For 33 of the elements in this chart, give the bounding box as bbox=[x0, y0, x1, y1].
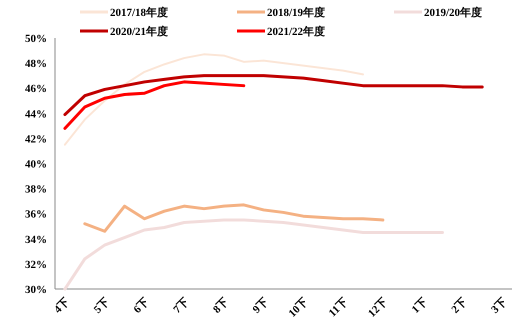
y-tick-label: 38% bbox=[25, 184, 47, 196]
legend-label: 2020/21年度 bbox=[110, 25, 168, 38]
x-tick-label: 6下 bbox=[131, 296, 152, 316]
legend-label: 2021/22年度 bbox=[267, 25, 326, 38]
x-tick-label: 5下 bbox=[92, 296, 112, 316]
y-tick-label: 40% bbox=[25, 158, 47, 170]
y-tick-label: 44% bbox=[25, 108, 47, 120]
y-tick-label: 42% bbox=[25, 133, 47, 146]
x-tick-label: 9下 bbox=[250, 296, 271, 316]
x-tick-label: 11下 bbox=[326, 296, 350, 320]
line-series bbox=[64, 53, 364, 146]
x-tick-label: 7下 bbox=[171, 296, 192, 316]
line-series bbox=[63, 80, 246, 130]
y-tick-label: 34% bbox=[25, 234, 47, 246]
y-tick-label: 32% bbox=[25, 258, 47, 271]
line-series bbox=[63, 218, 444, 290]
y-tick-label: 48% bbox=[25, 58, 47, 70]
x-tick-label: 3下 bbox=[489, 296, 510, 316]
line-series bbox=[83, 203, 384, 233]
y-tick-label: 46% bbox=[25, 83, 47, 96]
x-tick-label: 12下 bbox=[366, 296, 390, 320]
legend-label: 2017/18年度 bbox=[110, 6, 168, 19]
x-tick-label: 4下 bbox=[52, 296, 72, 316]
y-tick-label: 50% bbox=[25, 33, 47, 45]
y-tick-label: 30% bbox=[25, 284, 47, 296]
x-tick-label: 10下 bbox=[286, 296, 311, 320]
x-tick-label: 1下 bbox=[410, 296, 430, 316]
legend-label: 2019/20年度 bbox=[424, 6, 482, 19]
legend-label: 2018/19年度 bbox=[267, 6, 326, 19]
y-tick-label: 36% bbox=[25, 208, 47, 221]
x-tick-label: 8下 bbox=[210, 296, 232, 316]
line-series bbox=[63, 74, 484, 116]
x-tick-label: 2下 bbox=[449, 296, 470, 316]
